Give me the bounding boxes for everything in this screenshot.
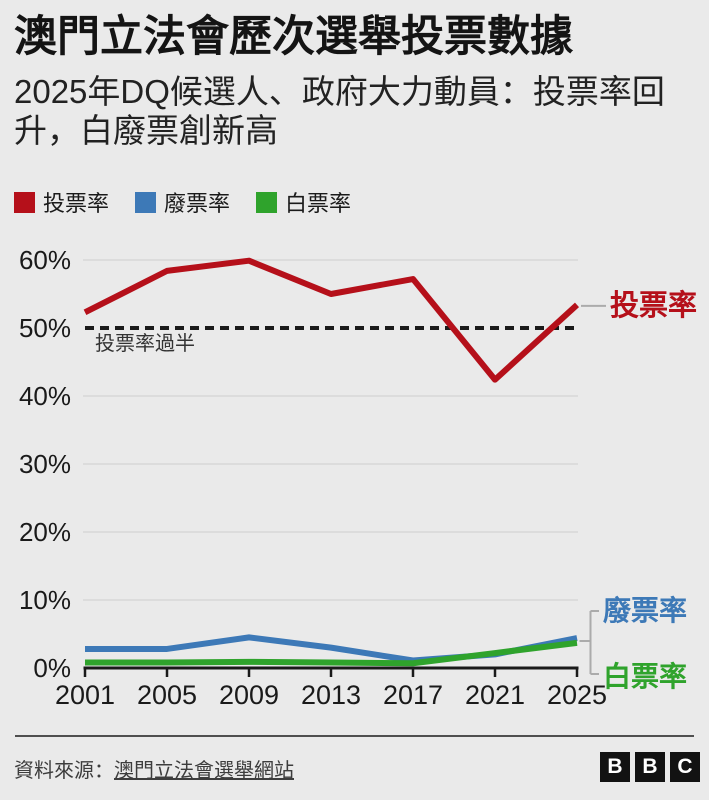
blank-vote-line <box>85 639 578 667</box>
source-line: 資料來源：澳門立法會選舉網站 <box>14 754 294 783</box>
bbc-logo-block-1: B <box>600 752 630 782</box>
x-tick-label-2001: 2001 <box>55 680 115 710</box>
y-tick-label-30: 30% <box>19 449 71 479</box>
y-tick-label-40: 40% <box>19 381 71 411</box>
footer-divider <box>15 735 694 737</box>
legend-item-invalid-vote: 廢票率 <box>135 186 230 218</box>
x-tick-label-2005: 2005 <box>137 680 197 710</box>
page-title: 澳門立法會歷次選舉投票數據 <box>14 13 573 61</box>
legend-label-turnout: 投票率 <box>43 191 110 216</box>
turnout-line <box>83 257 580 383</box>
y-tick-label-10: 10% <box>19 585 71 615</box>
subtitle: 2025年DQ候選人、政府大力動員：投票率回升，白廢票創新高 <box>14 73 665 149</box>
legend-label-invalid-vote: 廢票率 <box>164 191 231 216</box>
bbc-logo-block-3: C <box>670 752 700 782</box>
legend-swatch-turnout <box>14 191 35 213</box>
reference-line-label: 投票率過半 <box>95 332 195 355</box>
y-tick-label-0: 0% <box>33 653 71 683</box>
x-tick-label-2025: 2025 <box>547 680 607 710</box>
x-tick-label-2013: 2013 <box>301 680 361 710</box>
legend-label-blank-vote: 白票率 <box>285 191 352 216</box>
legend-swatch-blank-vote <box>256 191 278 213</box>
x-tick-label-2009: 2009 <box>219 680 279 710</box>
legend-item-blank-vote: 白票率 <box>256 186 351 218</box>
y-tick-label-20: 20% <box>19 517 71 547</box>
y-tick-label-60: 60% <box>19 245 71 275</box>
invalid-vote-end-label: 廢票率 <box>603 594 687 626</box>
invalid-blank-label-connector <box>579 610 599 675</box>
x-tick-label-2021: 2021 <box>465 680 525 710</box>
x-tick-label-2017: 2017 <box>383 680 443 710</box>
bbc-logo-block-2: B <box>635 752 665 782</box>
legend-swatch-invalid-vote <box>135 191 157 213</box>
turnout-end-label: 投票率 <box>610 288 697 322</box>
legend-item-turnout: 投票率 <box>14 186 109 218</box>
source-link[interactable]: 澳門立法會選舉網站 <box>114 760 294 782</box>
legend: 投票率 廢票率 白票率 <box>14 186 351 218</box>
source-prefix-label: 資料來源： <box>14 760 114 782</box>
blank-vote-end-label: 白票率 <box>603 660 687 692</box>
y-tick-label-50: 50% <box>19 313 71 343</box>
invalid-vote-line <box>85 634 578 664</box>
